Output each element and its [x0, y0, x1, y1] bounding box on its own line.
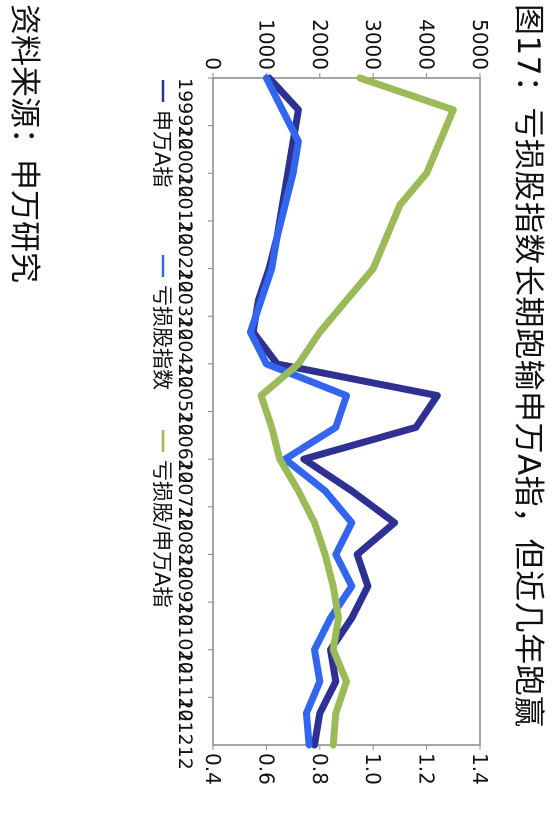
x-axis-tick-label: 201012 [174, 602, 196, 675]
left-axis-tick-label: 3000 [361, 19, 385, 70]
x-axis-tick-label: 200312 [174, 269, 196, 342]
left-axis-tick-label: 0 [201, 57, 225, 70]
x-axis-tick-label: 200212 [174, 221, 196, 294]
right-axis-tick-label: 0.6 [254, 753, 278, 785]
left-axis-tick-label: 2000 [308, 19, 332, 70]
x-axis-tick-label: 200812 [174, 507, 196, 580]
x-axis-tick-label: 201112 [174, 650, 196, 723]
right-axis-tick-label: 0.8 [308, 753, 332, 785]
left-axis-tick-label: 1000 [254, 19, 278, 70]
right-axis-tick-label: 1.0 [361, 753, 385, 785]
right-axis-tick-label: 0.4 [201, 753, 225, 785]
plot-frame [212, 77, 481, 746]
right-axis-tick-label: 1.2 [415, 753, 439, 785]
left-axis-tick-label: 5000 [468, 19, 492, 70]
x-axis-tick-label: 201212 [174, 697, 196, 770]
series-line-申万A指 [249, 74, 441, 749]
legend-label: 亏损股指数 [150, 285, 174, 390]
x-axis-tick-label: 199912 [174, 78, 196, 151]
x-axis-tick-label: 200012 [174, 126, 196, 199]
legend-label: 亏损股/申万A指 [150, 460, 174, 607]
x-axis-tick-label: 200612 [174, 412, 196, 485]
right-axis-tick-label: 1.4 [468, 753, 492, 785]
x-axis-tick-label: 200912 [174, 554, 196, 627]
x-axis-tick-label: 200712 [174, 459, 196, 532]
legend-label: 申万A指 [150, 110, 174, 187]
source-note: 资料来源：申万研究 [6, 4, 42, 283]
x-axis-tick-label: 200412 [174, 316, 196, 389]
x-axis-tick-label: 200112 [174, 173, 196, 246]
left-axis-tick-label: 4000 [415, 19, 439, 70]
series-line-亏损股指数 [246, 74, 356, 749]
x-axis-tick-label: 200512 [174, 364, 196, 437]
series-line-亏损股/申万A指 [257, 74, 457, 749]
